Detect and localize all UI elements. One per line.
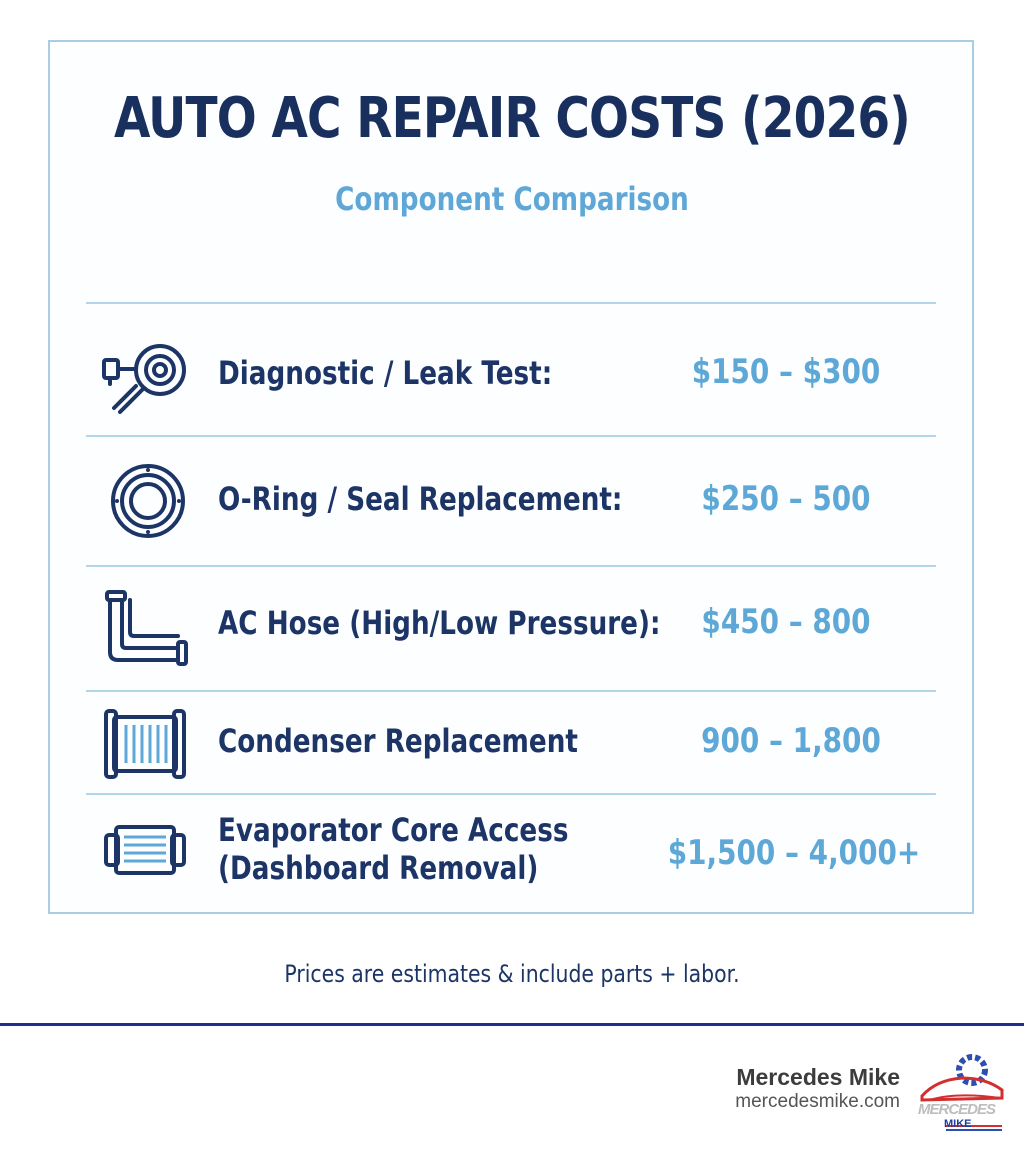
magnifier-gauge-icon [98, 332, 188, 414]
divider [86, 435, 936, 437]
brand-logo-sub: MIKE [944, 1118, 972, 1130]
brand-url[interactable]: mercedesmike.com [735, 1091, 900, 1112]
divider [86, 793, 936, 795]
divider [86, 302, 936, 304]
brand-name: Mercedes Mike [736, 1064, 900, 1090]
cost-row-hose: AC Hose (High/Low Pressure): $450 – 800 [86, 580, 936, 680]
cost-row-price: $450 – 800 [701, 602, 871, 642]
divider [86, 565, 936, 567]
page-subtitle: Component Comparison [335, 180, 689, 218]
cost-row-label: O-Ring / Seal Replacement: [218, 480, 623, 518]
brand-logo-icon [916, 1050, 1006, 1134]
cost-row-price: $150 – $300 [691, 352, 881, 392]
cost-row-label-line2: (Dashboard Removal) [218, 849, 539, 887]
cost-card [48, 40, 974, 914]
cost-row-condenser: Condenser Replacement 900 – 1,800 [86, 705, 936, 785]
footnote: Prices are estimates & include parts + l… [284, 960, 740, 988]
cost-row-label: Evaporator Core Access [218, 811, 569, 849]
evaporator-icon [98, 815, 188, 895]
hose-icon [98, 586, 188, 666]
page-title: AUTO AC REPAIR COSTS (2026) [114, 86, 911, 151]
cost-row-price: $250 – 500 [701, 479, 871, 519]
divider [86, 690, 936, 692]
brand-logo-text: MERCEDES [918, 1101, 996, 1118]
cost-row-label: Condenser Replacement [218, 722, 578, 760]
cost-row-diagnostic: Diagnostic / Leak Test: $150 – $300 [86, 330, 936, 420]
cost-row-o-ring: O-Ring / Seal Replacement: $250 – 500 [86, 455, 936, 555]
footer-divider [0, 1023, 1024, 1026]
cost-row-price: 900 – 1,800 [701, 721, 881, 761]
cost-row-price: $1,500 – 4,000+ [667, 833, 921, 873]
cost-row-label: AC Hose (High/Low Pressure): [218, 604, 661, 642]
condenser-icon [98, 707, 188, 787]
cost-row-label: Diagnostic / Leak Test: [218, 354, 553, 392]
o-ring-icon [98, 461, 188, 541]
cost-row-evaporator: Evaporator Core Access (Dashboard Remova… [86, 805, 936, 905]
